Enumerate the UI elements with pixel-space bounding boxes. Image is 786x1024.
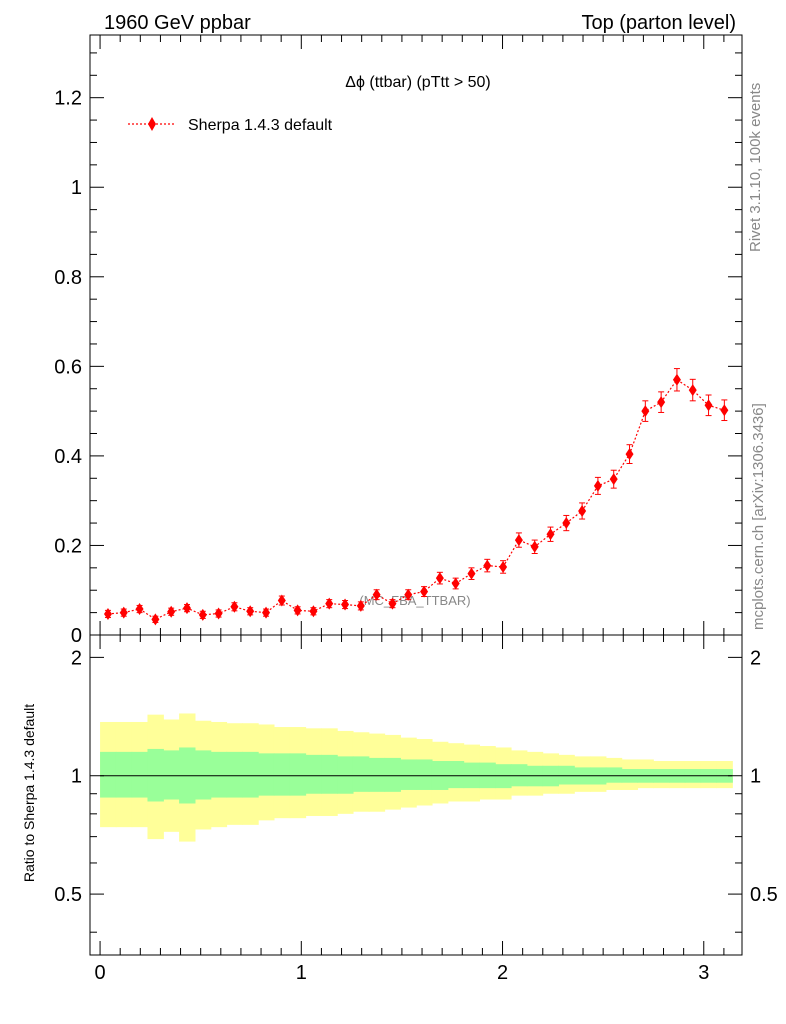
data-point	[277, 594, 286, 607]
inner-band-bin	[100, 751, 117, 798]
data-point	[435, 572, 444, 585]
data-point	[514, 534, 523, 547]
x-tick-label: 2	[497, 962, 508, 984]
data-point	[230, 600, 239, 613]
y-tick-label: 0.6	[54, 356, 82, 378]
analysis-watermark: (MC_FBA_TTBAR)	[359, 593, 470, 608]
inner-band-bin	[242, 751, 259, 798]
inner-band-bin	[273, 753, 291, 796]
data-point	[262, 606, 271, 619]
data-point	[625, 448, 634, 461]
data-point	[467, 567, 476, 580]
x-tick-label: 3	[698, 962, 709, 984]
data-point	[657, 396, 666, 409]
data-point	[641, 405, 650, 418]
inner-band-bin	[289, 753, 307, 796]
ratio-y-tick-label-right: 0.5	[750, 884, 778, 906]
ratio-y-tick-label-right: 2	[750, 647, 761, 669]
header-left-title: 1960 GeV ppbar	[104, 12, 251, 34]
data-point	[578, 504, 587, 517]
inner-band-bin	[605, 767, 623, 783]
ratio-frame	[89, 634, 743, 956]
plot-title: Δϕ (ttbar) (pTtt > 50)	[345, 74, 490, 91]
y-tick-label: 1.2	[54, 88, 82, 110]
legend: Sherpa 1.4.3 default	[128, 117, 333, 134]
data-point	[198, 608, 207, 621]
inner-band-bin	[163, 750, 180, 800]
data-point	[119, 606, 128, 619]
inner-band-bin	[384, 757, 401, 792]
y-tick-label: 0	[71, 625, 82, 647]
data-point	[372, 588, 381, 601]
inner-band-bin	[210, 751, 228, 798]
data-point	[562, 517, 571, 530]
data-point	[293, 604, 302, 617]
data-point	[246, 605, 255, 618]
inner-band-bin	[305, 754, 322, 794]
ratio-y-axis-label: Ratio to Sherpa 1.4.3 default	[21, 704, 37, 882]
data-point	[593, 479, 602, 492]
data-point	[483, 559, 492, 572]
inner-band-bin	[321, 754, 338, 794]
legend-entry-sherpa: Sherpa 1.4.3 default	[188, 117, 333, 134]
data-point	[720, 404, 729, 417]
inner-band-bin	[337, 756, 354, 794]
y-tick-label: 0.4	[54, 446, 82, 468]
inner-band-bin	[131, 751, 149, 798]
data-point	[341, 598, 350, 611]
data-point	[135, 603, 144, 616]
data-point	[688, 384, 697, 397]
data-point	[546, 528, 555, 541]
data-point	[214, 607, 223, 620]
ratio-y-tick-label: 0.5	[54, 884, 82, 906]
inner-band-bin	[447, 761, 465, 789]
x-tick-label: 0	[94, 962, 105, 984]
main-plot-panel: Δϕ (ttbar) (pTtt > 50) (MC_FBA_TTBAR) 0 0…	[54, 34, 743, 647]
x-tick-label: 1	[296, 962, 307, 984]
inner-band-bin	[416, 759, 433, 790]
data-point	[167, 605, 176, 618]
y-tick-label: 0.2	[54, 535, 82, 557]
inner-band-bin	[352, 756, 370, 792]
header-right-title: Top (parton level)	[581, 12, 736, 34]
data-point	[451, 577, 460, 590]
rivet-version-label: Rivet 3.1.10, 100k events	[747, 83, 764, 252]
data-point	[420, 585, 429, 598]
ratio-y-tick-label: 1	[71, 766, 82, 788]
data-point	[672, 373, 681, 386]
inner-band-bin	[558, 765, 575, 785]
data-point	[404, 588, 413, 601]
inner-band-bin	[226, 751, 243, 798]
data-point	[704, 399, 713, 412]
ratio-y-tick-label: 2	[71, 647, 82, 669]
data-point	[151, 613, 160, 626]
inner-band-bin	[400, 759, 417, 790]
inner-band-bin	[194, 750, 212, 800]
data-point	[499, 560, 508, 573]
inner-band-bin	[258, 753, 275, 796]
data-point	[309, 605, 318, 618]
legend-marker	[148, 117, 156, 131]
inner-band-bin	[147, 748, 164, 802]
data-point	[182, 602, 191, 615]
inner-band-bin	[368, 757, 386, 792]
data-point	[103, 607, 112, 620]
data-point	[325, 597, 334, 610]
data-point	[356, 599, 365, 612]
inner-band-bin	[115, 751, 133, 798]
y-tick-label: 1	[71, 177, 82, 199]
y-tick-label: 0.8	[54, 267, 82, 289]
data-point	[388, 597, 397, 610]
data-point	[609, 473, 618, 486]
mcplots-label: mcplots.cern.ch [arXiv:1306.3436]	[750, 403, 767, 630]
ratio-y-tick-label-right: 1	[750, 766, 761, 788]
data-point	[530, 540, 539, 553]
series-line	[107, 378, 725, 621]
ratio-plot-panel: 0.5 0.5 1 1 2 2 0 1 2 3 Ratio to Sherpa 1.4.3 def…	[21, 634, 778, 984]
